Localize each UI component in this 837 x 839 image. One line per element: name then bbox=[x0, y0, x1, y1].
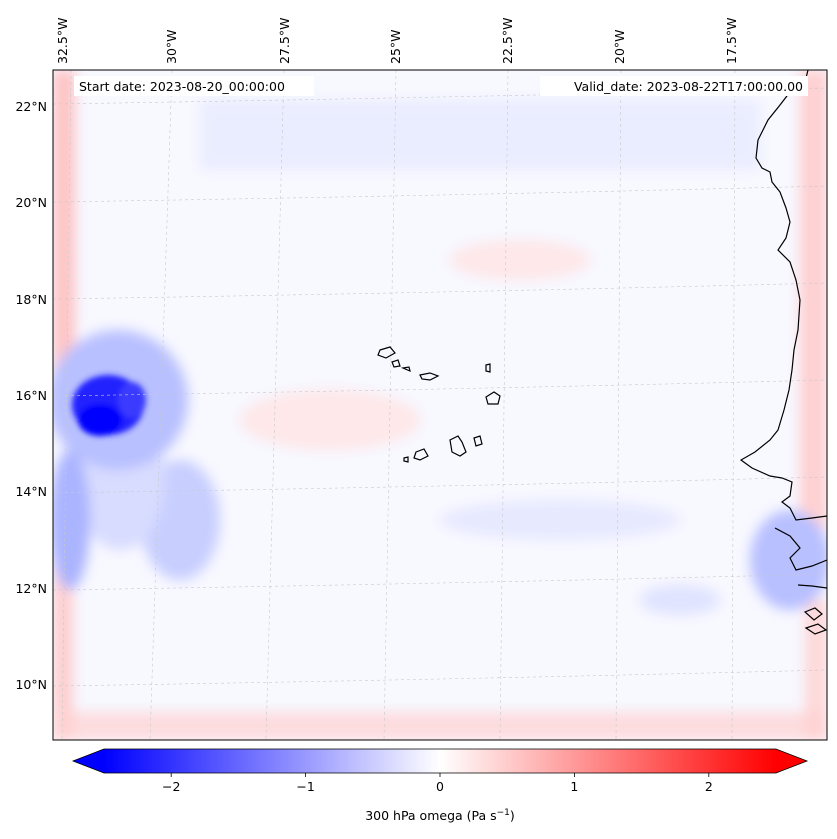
lat-label: 22°N bbox=[15, 99, 47, 114]
lat-label: 18°N bbox=[15, 292, 47, 307]
start-date-text: Start date: 2023-08-20_00:00:00 bbox=[79, 79, 285, 94]
lat-label: 12°N bbox=[15, 581, 47, 596]
lon-label: 32.5°W bbox=[55, 18, 70, 64]
colorbar-extend-right bbox=[776, 749, 807, 773]
valid-date-box: Valid_date: 2023-08-22T17:00:00.00 bbox=[540, 76, 808, 96]
colorbar-extend-left bbox=[73, 749, 104, 773]
colorbar-tick-label: 2 bbox=[705, 779, 713, 794]
colorbar-gradient bbox=[104, 749, 776, 773]
colorbar-label: 300 hPa omega (Pa s−1) bbox=[365, 808, 515, 823]
colorbar-tick-label: −2 bbox=[162, 779, 180, 794]
colorbar-label-exponent: −1 bbox=[497, 808, 510, 818]
valid-date-text: Valid_date: 2023-08-22T17:00:00.00 bbox=[574, 79, 803, 94]
lat-label: 10°N bbox=[15, 677, 47, 692]
longitude-labels: 32.5°W 30°W 27.5°W 25°W 22.5°W 20°W 17.5… bbox=[55, 18, 739, 64]
colorbar-label-close: ) bbox=[510, 808, 515, 823]
colorbar-tick-label: 1 bbox=[570, 779, 578, 794]
lon-label: 25°W bbox=[388, 29, 403, 64]
coastlines bbox=[377, 70, 827, 635]
colorbar-ticks: −2 −1 0 1 2 bbox=[162, 773, 713, 794]
colorbar-outline bbox=[71, 748, 809, 774]
lon-label: 22.5°W bbox=[500, 18, 515, 64]
lon-label: 30°W bbox=[164, 29, 179, 64]
lon-label: 20°W bbox=[612, 29, 627, 64]
colorbar-tick-label: −1 bbox=[296, 779, 314, 794]
colorbar-tick-label: 0 bbox=[436, 779, 444, 794]
lat-label: 16°N bbox=[15, 388, 47, 403]
map-plot-area bbox=[53, 70, 827, 740]
plot-frame bbox=[52, 69, 828, 741]
lon-label: 17.5°W bbox=[724, 18, 739, 64]
colorbar: −2 −1 0 1 2 300 hPa omega (Pa s−1) bbox=[71, 748, 809, 823]
start-date-box: Start date: 2023-08-20_00:00:00 bbox=[74, 76, 314, 96]
colorbar-label-main: 300 hPa omega (Pa s bbox=[365, 808, 496, 823]
lon-label: 27.5°W bbox=[277, 18, 292, 64]
lat-label: 14°N bbox=[15, 484, 47, 499]
latitude-labels: 22°N 20°N 18°N 16°N 14°N 12°N 10°N bbox=[15, 99, 47, 692]
graticule bbox=[53, 70, 827, 740]
lat-label: 20°N bbox=[15, 195, 47, 210]
